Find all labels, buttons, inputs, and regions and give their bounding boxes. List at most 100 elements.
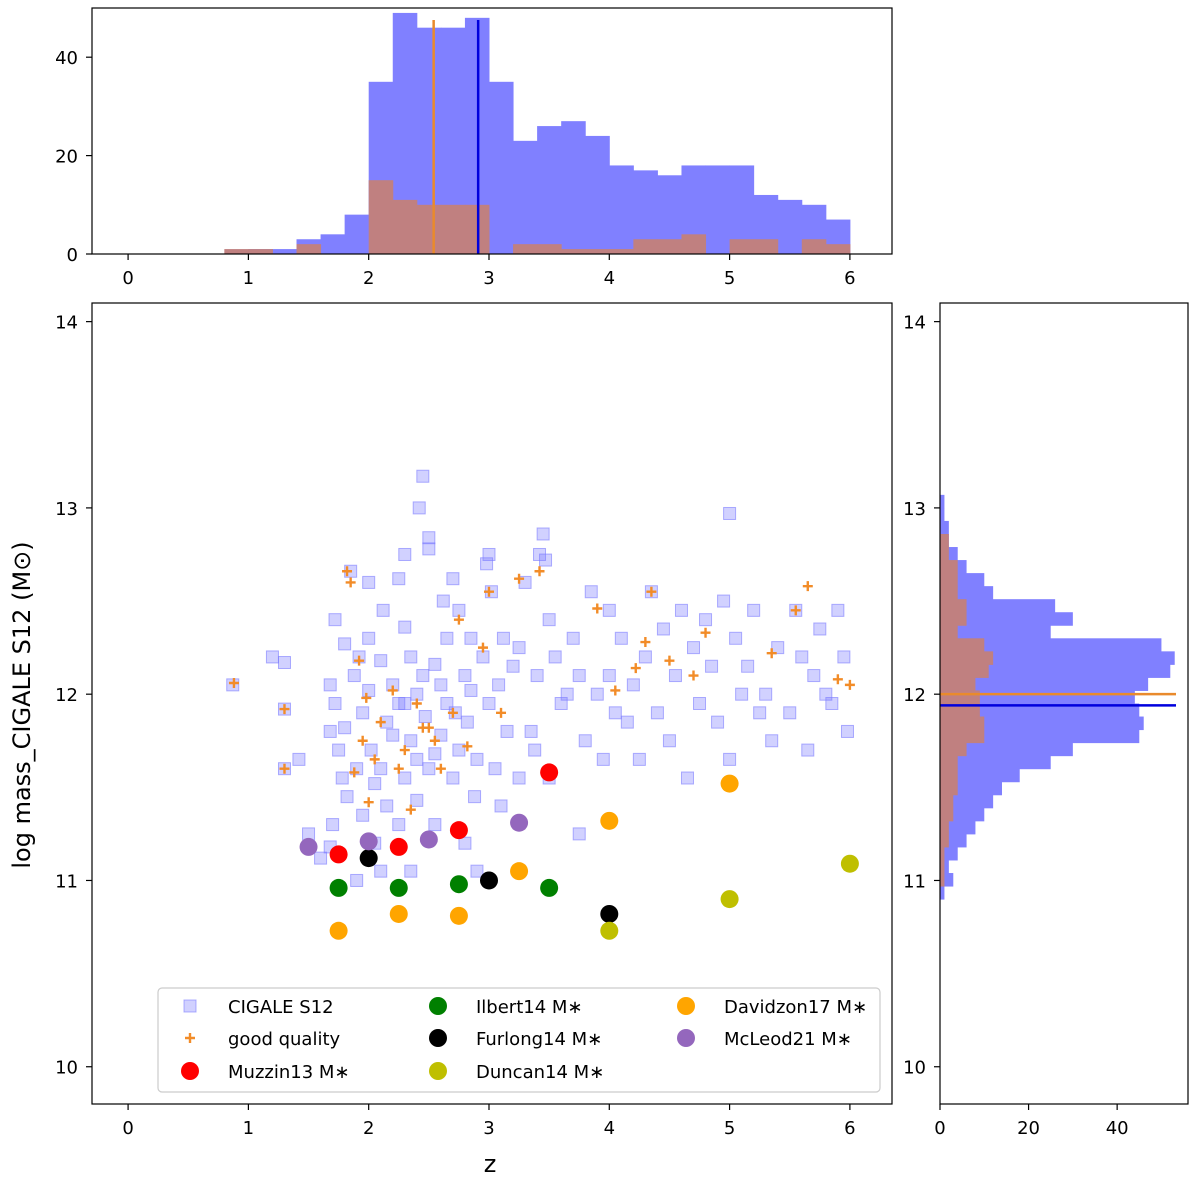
legend-marker	[183, 999, 197, 1013]
cigale-point	[428, 818, 442, 832]
cigale-point	[332, 743, 346, 757]
cigale-point	[374, 864, 388, 878]
cigale-point	[566, 631, 580, 645]
hist_good-bar	[940, 716, 985, 731]
hist_all-bar	[609, 165, 634, 254]
x-tick-label: 0	[122, 1118, 133, 1139]
x-tick-label: 6	[844, 268, 855, 289]
cigale-point	[422, 762, 436, 776]
hist_good-bar	[753, 239, 779, 254]
hist_all-bar	[320, 234, 346, 254]
hist_all-bar	[585, 135, 610, 254]
y-tick-label: 12	[903, 685, 926, 706]
cigale-point	[440, 631, 454, 645]
legend-item-cigale: CIGALE S12	[183, 997, 334, 1018]
cigale-point	[602, 603, 616, 617]
x-axis-label: z	[484, 1150, 497, 1178]
good-quality-point	[483, 586, 494, 597]
legend-marker	[185, 1033, 195, 1043]
hist_good-bar	[440, 204, 466, 254]
good-quality-point	[423, 722, 434, 733]
muzzin-point	[449, 821, 468, 840]
hist_all-bar	[940, 820, 976, 835]
good-quality-point	[411, 698, 422, 709]
hist_good-bar	[940, 859, 945, 874]
cigale-point	[536, 527, 550, 541]
ilbert-point	[389, 878, 408, 897]
davidzon-point	[510, 862, 529, 881]
hist_good-bar	[940, 729, 985, 744]
cigale-point	[335, 771, 349, 785]
cigale-point	[428, 747, 442, 761]
cigale-point	[578, 734, 592, 748]
hist_good-bar	[940, 768, 958, 783]
legend-label: good quality	[228, 1029, 341, 1050]
good-quality-point	[361, 692, 372, 703]
legend-item-duncan: Duncan14 M∗	[429, 1062, 604, 1083]
cigale-point	[464, 631, 478, 645]
cigale-point	[496, 631, 510, 645]
hist_good-bar	[940, 677, 976, 691]
cigale-point	[328, 613, 342, 627]
cigale-point	[735, 687, 749, 701]
hist_good-bar	[940, 873, 945, 887]
hist_good-bar	[825, 244, 851, 254]
hist_good-bar	[513, 244, 538, 254]
cigale-point	[482, 697, 496, 710]
hist_good-bar	[657, 239, 682, 254]
hist_all-bar	[940, 507, 945, 522]
legend-marker	[677, 1029, 695, 1047]
legend-item-good: good quality	[185, 1029, 341, 1050]
cigale-point	[825, 697, 839, 710]
cigale-point	[362, 683, 376, 697]
hist_good-bar	[537, 244, 562, 254]
cigale-point	[452, 603, 466, 617]
x-tick-label: 3	[483, 268, 494, 289]
cigale-point	[436, 594, 450, 608]
legend-item-furlong: Furlong14 M∗	[429, 1029, 602, 1050]
cigale-point	[512, 771, 526, 785]
cigale-point	[374, 762, 388, 776]
good-quality-point	[354, 655, 365, 666]
cigale-point	[783, 706, 797, 720]
cigale-point	[404, 650, 418, 664]
cigale-point	[759, 687, 773, 701]
hist_good-bar	[940, 690, 980, 704]
hist_good-bar	[585, 249, 610, 254]
cigale-point	[765, 734, 779, 748]
cigale-point	[626, 678, 640, 692]
hist_good-bar	[940, 755, 958, 770]
x-tick-label: 1	[243, 1118, 254, 1139]
cigale-point	[530, 669, 544, 683]
cigale-point	[542, 613, 556, 627]
cigale-point	[404, 864, 418, 878]
cigale-point	[524, 724, 538, 738]
cigale-point	[434, 728, 448, 742]
data-points	[226, 469, 859, 940]
hist_all-bar	[940, 651, 1175, 665]
hist_all-bar	[940, 677, 1149, 691]
y-tick-label: 10	[55, 1058, 78, 1079]
cigale-point	[398, 771, 412, 785]
histogram-bars	[224, 12, 851, 255]
good-quality-point	[399, 745, 410, 756]
hist_good-bar	[940, 638, 985, 652]
cigale-point	[326, 818, 340, 832]
y-tick-label: 11	[55, 871, 78, 892]
furlong-point	[479, 871, 498, 890]
mcleod-point	[419, 830, 438, 849]
hist_all-bar	[940, 703, 1140, 718]
good-quality-point	[429, 735, 440, 746]
cigale-point	[729, 631, 743, 645]
hist_good-bar	[940, 612, 967, 626]
cigale-point	[590, 687, 604, 701]
cigale-point	[386, 728, 400, 742]
cigale-point	[632, 752, 646, 766]
cigale-point	[662, 734, 676, 748]
hist_good-bar	[940, 794, 954, 809]
right-axes-frame	[939, 302, 1189, 1105]
cigale-point	[380, 799, 394, 813]
cigale-point	[548, 650, 562, 664]
y-tick-label: 40	[55, 48, 78, 69]
cigale-point	[277, 656, 291, 670]
